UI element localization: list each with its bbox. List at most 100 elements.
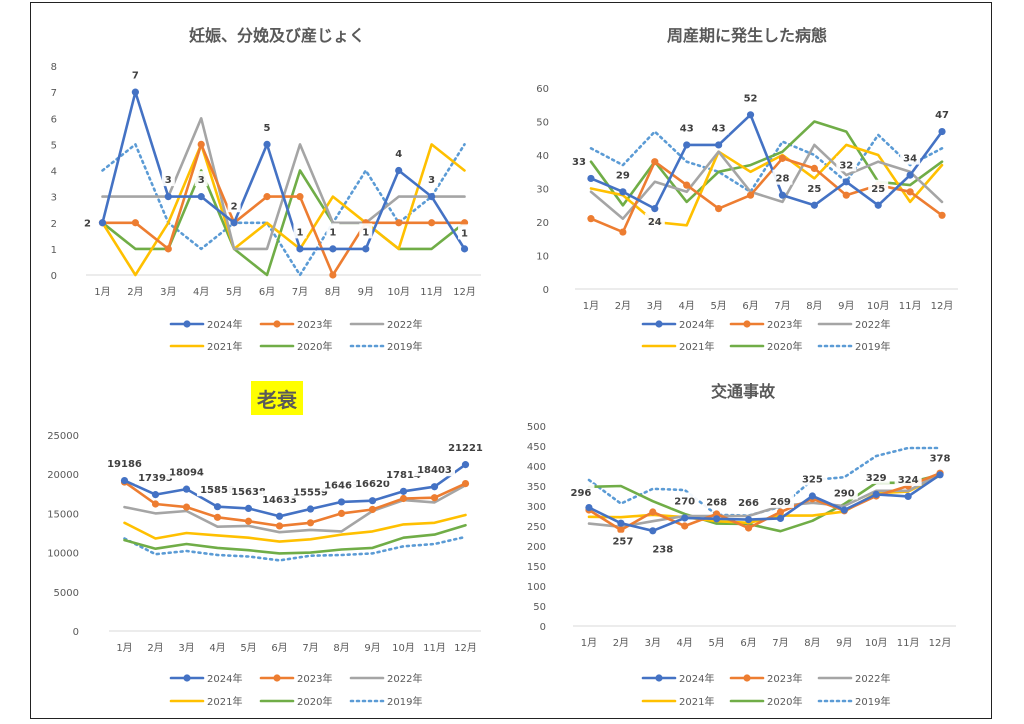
series-line-2020年 <box>123 523 467 555</box>
y-tick-label: 15000 <box>47 509 79 520</box>
x-tick-label: 6月 <box>742 300 758 312</box>
y-tick-label: 450 <box>527 442 546 453</box>
legend-marker <box>273 320 281 328</box>
data-point <box>810 201 818 209</box>
data-point <box>460 245 469 253</box>
data-point <box>395 219 403 227</box>
y-tick-label: 3 <box>51 193 57 204</box>
y-tick-label: 7 <box>51 88 57 99</box>
x-tick-label: 2月 <box>147 642 163 654</box>
data-label-bg <box>612 166 633 182</box>
x-tick-label: 2月 <box>613 637 629 649</box>
data-label: 2 <box>231 201 238 212</box>
data-point <box>164 245 172 253</box>
legend-entry: 2020年 <box>767 340 802 353</box>
data-label: 17393 <box>138 473 173 484</box>
data-label-bg <box>425 171 439 187</box>
data-point <box>131 219 139 227</box>
data-label: 25 <box>807 184 821 195</box>
series-line-2022年 <box>587 472 942 529</box>
data-label-bg <box>227 197 241 213</box>
data-point <box>617 526 625 534</box>
data-point <box>683 181 691 189</box>
data-point <box>649 508 657 516</box>
x-tick-label: 9月 <box>358 286 374 298</box>
data-label: 1 <box>461 228 468 239</box>
data-label: 1 <box>296 227 303 238</box>
data-point <box>362 245 370 253</box>
series-line-2021年 <box>123 513 467 543</box>
data-point <box>430 494 439 502</box>
x-tick-label: 12月 <box>931 300 954 312</box>
data-point <box>368 505 377 514</box>
data-label: 5 <box>264 123 271 134</box>
x-tick-label: 10月 <box>392 642 415 654</box>
data-point <box>244 517 253 525</box>
y-tick-label: 150 <box>527 562 546 573</box>
y-tick-label: 50 <box>536 118 549 129</box>
y-tick-label: 10000 <box>47 549 79 560</box>
y-tick-label: 60 <box>536 84 549 95</box>
legend-entry: 2024年 <box>207 672 242 685</box>
data-point <box>182 503 191 511</box>
legend-marker <box>183 320 191 328</box>
chart-title: 交通事故 <box>711 382 776 401</box>
x-tick-label: 9月 <box>836 637 852 649</box>
data-label: 4 <box>395 149 402 160</box>
data-point <box>744 524 753 532</box>
data-point <box>428 219 436 227</box>
data-label: 290 <box>834 489 855 500</box>
legend-entry: 2021年 <box>679 695 714 708</box>
data-point <box>683 141 691 149</box>
data-point <box>651 158 659 166</box>
x-tick-label: 7月 <box>302 642 318 654</box>
data-label-bg <box>862 468 890 484</box>
data-point <box>213 513 222 521</box>
x-tick-label: 11月 <box>420 286 443 298</box>
data-label-bg <box>671 492 699 508</box>
data-label: 266 <box>738 498 759 509</box>
data-label: 18094 <box>169 468 204 479</box>
chart-1: 妊娠、分娩及び産じょく 0 1 2 3 4 5 6 7 8 1月 2月 3月 4月 5月 6月 7月 8月 9月 10… <box>51 26 481 353</box>
data-point <box>164 193 172 201</box>
data-label: 269 <box>770 497 791 508</box>
data-label-bg <box>836 156 857 172</box>
x-tick-label: 4月 <box>209 642 225 654</box>
y-tick-label: 10 <box>536 252 549 263</box>
legend-marker <box>655 320 663 328</box>
data-point <box>904 492 912 500</box>
x-tick-label: 3月 <box>647 300 663 312</box>
data-point <box>197 140 205 148</box>
data-label-bg <box>352 475 393 491</box>
data-point <box>842 178 850 186</box>
chart-title: 妊娠、分娩及び産じょく <box>189 26 365 45</box>
x-tick-label: 10月 <box>387 286 410 298</box>
legend-entry: 2020年 <box>297 340 332 353</box>
x-tick-label: 8月 <box>325 286 341 298</box>
data-point <box>275 522 284 530</box>
x-tick-label: 5月 <box>708 637 724 649</box>
x-tick-label: 7月 <box>774 300 790 312</box>
data-point <box>776 508 785 516</box>
data-label-bg <box>293 223 307 239</box>
x-tick-label: 5月 <box>240 642 256 654</box>
data-label: 3 <box>165 175 172 186</box>
data-label-bg <box>80 214 94 230</box>
data-label-bg <box>194 171 208 187</box>
data-label: 1 <box>362 227 369 238</box>
data-label: 7 <box>132 71 139 82</box>
legend-entry: 2019年 <box>855 340 890 353</box>
data-label: 18403 <box>417 465 452 476</box>
series-line-2019年 <box>101 143 466 277</box>
x-tick-label: 5月 <box>710 300 726 312</box>
legend-entry: 2022年 <box>387 318 422 331</box>
data-label: 378 <box>930 453 951 464</box>
data-point <box>619 228 627 236</box>
data-label-bg <box>259 490 300 506</box>
data-point <box>938 211 946 219</box>
data-label-bg <box>197 481 238 497</box>
data-label: 19186 <box>107 459 142 470</box>
x-tick-label: 3月 <box>645 637 661 649</box>
legend-entry: 2022年 <box>855 318 890 331</box>
data-point <box>430 483 439 491</box>
